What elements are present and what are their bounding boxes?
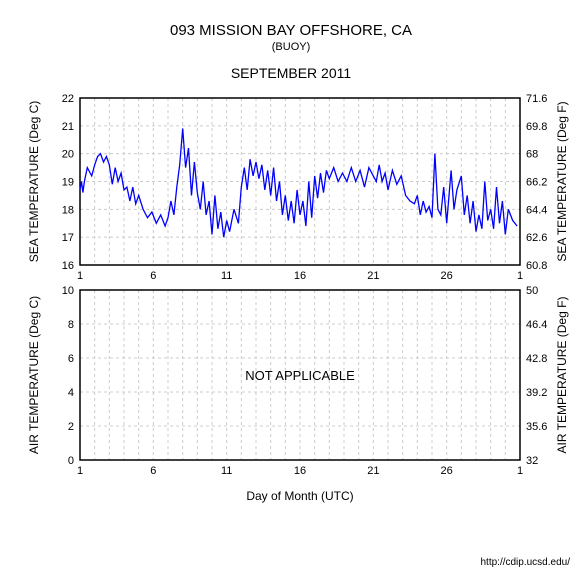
svg-text:20: 20 [62, 149, 74, 161]
x-axis-label: Day of Month (UTC) [246, 489, 353, 503]
svg-text:1: 1 [77, 270, 83, 282]
air-temp-chart: 02468103235.639.242.846.45016111621261AI… [27, 285, 569, 477]
svg-text:66.2: 66.2 [526, 177, 547, 189]
svg-text:1: 1 [517, 270, 523, 282]
svg-text:26: 26 [441, 270, 453, 282]
svg-text:21: 21 [367, 465, 379, 477]
chart-month: SEPTEMBER 2011 [231, 65, 352, 81]
svg-text:46.4: 46.4 [526, 319, 547, 331]
sea-temp-chart: 1617181920212260.862.664.466.26869.871.6… [27, 93, 569, 282]
svg-text:21: 21 [367, 270, 379, 282]
svg-text:19: 19 [62, 177, 74, 189]
svg-text:AIR TEMPERATURE (Deg C): AIR TEMPERATURE (Deg C) [27, 296, 41, 454]
svg-text:62.6: 62.6 [526, 232, 547, 244]
svg-text:22: 22 [62, 93, 74, 105]
svg-text:50: 50 [526, 285, 538, 297]
svg-text:6: 6 [150, 270, 156, 282]
svg-text:6: 6 [150, 465, 156, 477]
svg-text:AIR TEMPERATURE (Deg F): AIR TEMPERATURE (Deg F) [555, 297, 569, 454]
svg-text:SEA TEMPERATURE (Deg F): SEA TEMPERATURE (Deg F) [555, 101, 569, 261]
svg-text:16: 16 [294, 465, 306, 477]
svg-text:16: 16 [62, 260, 74, 272]
svg-text:0: 0 [68, 455, 74, 467]
svg-text:11: 11 [221, 270, 232, 282]
svg-text:NOT APPLICABLE: NOT APPLICABLE [245, 368, 355, 383]
svg-text:39.2: 39.2 [526, 387, 547, 399]
svg-text:17: 17 [62, 232, 74, 244]
svg-text:1: 1 [517, 465, 523, 477]
svg-text:10: 10 [62, 285, 74, 297]
svg-text:16: 16 [294, 270, 306, 282]
svg-text:64.4: 64.4 [526, 204, 547, 216]
svg-text:71.6: 71.6 [526, 93, 547, 105]
chart-subtitle: (BUOY) [272, 41, 311, 53]
svg-text:26: 26 [441, 465, 453, 477]
svg-text:1: 1 [77, 465, 83, 477]
svg-text:8: 8 [68, 319, 74, 331]
svg-text:60.8: 60.8 [526, 260, 547, 272]
svg-text:SEA TEMPERATURE (Deg C): SEA TEMPERATURE (Deg C) [27, 101, 41, 263]
footer-url: http://cdip.ucsd.edu/ [480, 557, 570, 568]
chart-svg: 093 MISSION BAY OFFSHORE, CA (BUOY) SEPT… [0, 0, 582, 581]
chart-title: 093 MISSION BAY OFFSHORE, CA [170, 22, 412, 39]
svg-text:2: 2 [68, 421, 74, 433]
svg-text:11: 11 [221, 465, 232, 477]
svg-text:32: 32 [526, 455, 538, 467]
svg-text:6: 6 [68, 353, 74, 365]
chart-container: { "header": { "title": "093 MISSION BAY … [0, 0, 582, 581]
svg-text:69.8: 69.8 [526, 121, 547, 133]
svg-text:35.6: 35.6 [526, 421, 547, 433]
svg-text:42.8: 42.8 [526, 353, 547, 365]
svg-text:18: 18 [62, 204, 74, 216]
svg-text:4: 4 [68, 387, 74, 399]
svg-text:21: 21 [62, 121, 74, 133]
svg-text:68: 68 [526, 149, 538, 161]
